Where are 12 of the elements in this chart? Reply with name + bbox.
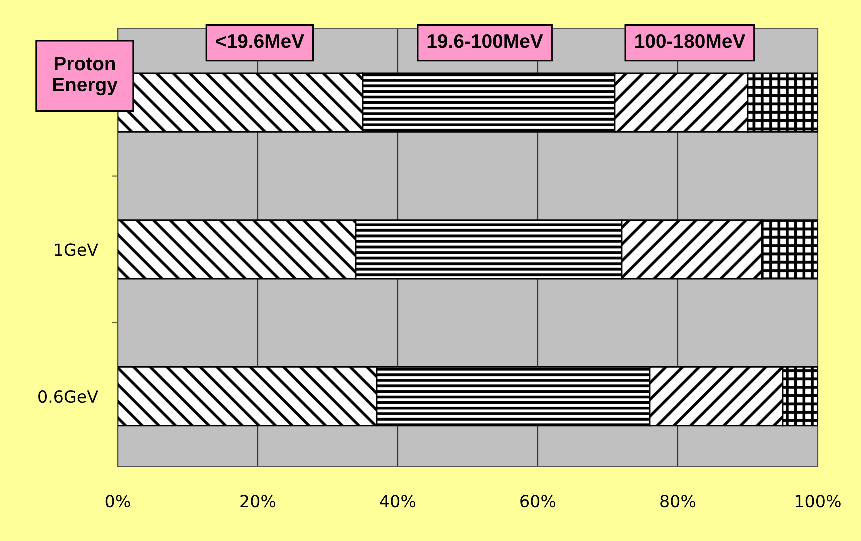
y-tick-label: 1GeV bbox=[55, 244, 98, 256]
y-tick-label: 0.6GeV bbox=[38, 390, 98, 404]
legend-title: Proton Energy bbox=[53, 57, 118, 96]
x-tick-label: 80% bbox=[660, 495, 696, 508]
series-label: 100-180MeV bbox=[636, 34, 746, 48]
series-label: <19.6MeV bbox=[216, 34, 304, 48]
x-tick-label: 20% bbox=[240, 495, 276, 508]
x-tick-label: 40% bbox=[380, 495, 416, 508]
series-label: 19.6-100MeV bbox=[428, 34, 544, 48]
x-tick-label: 0% bbox=[106, 495, 130, 508]
x-tick-label: 60% bbox=[520, 495, 556, 508]
x-tick-label: 100% bbox=[796, 495, 841, 508]
